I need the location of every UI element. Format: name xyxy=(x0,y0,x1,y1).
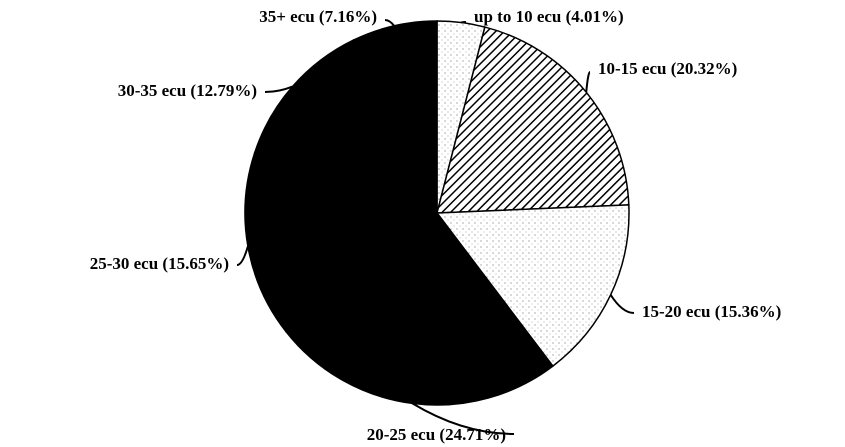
value-label: (20.32%) xyxy=(671,59,738,78)
category-label: 15-20 ecu xyxy=(642,302,710,321)
category-label: 30-35 ecu xyxy=(118,81,186,100)
pie-slice xyxy=(436,26,630,214)
leader-line xyxy=(384,19,395,27)
leader-line xyxy=(411,402,515,435)
pie-slice xyxy=(435,204,630,368)
slice-label: 15-20 ecu (15.36%) xyxy=(642,302,781,321)
slice-label: 30-35 ecu (12.79%) xyxy=(118,81,257,100)
category-label: 10-15 ecu xyxy=(598,59,666,78)
category-label: up to 10 ecu xyxy=(474,7,561,26)
leader-line xyxy=(609,294,635,314)
value-label: (12.79%) xyxy=(190,81,257,100)
value-label: (24.71%) xyxy=(439,425,506,444)
value-label: (15.36%) xyxy=(715,302,782,321)
leader-line xyxy=(585,71,591,93)
value-label: (4.01%) xyxy=(566,7,624,26)
slice-label: 35+ ecu (7.16%) xyxy=(259,7,377,26)
category-label: 35+ ecu xyxy=(259,7,314,26)
slice-label: up to 10 ecu (4.01%) xyxy=(474,7,624,26)
leader-line xyxy=(264,85,293,93)
slice-label: 10-15 ecu (20.32%) xyxy=(598,59,737,78)
slice-label: 20-25 ecu (24.71%) xyxy=(367,425,506,444)
category-label: 25-30 ecu xyxy=(90,254,158,273)
leader-line xyxy=(236,246,249,266)
leader-line xyxy=(460,21,467,24)
category-label: 20-25 ecu xyxy=(367,425,435,444)
value-label: (15.65%) xyxy=(162,254,229,273)
slice-label: 25-30 ecu (15.65%) xyxy=(90,254,229,273)
value-label: (7.16%) xyxy=(319,7,377,26)
